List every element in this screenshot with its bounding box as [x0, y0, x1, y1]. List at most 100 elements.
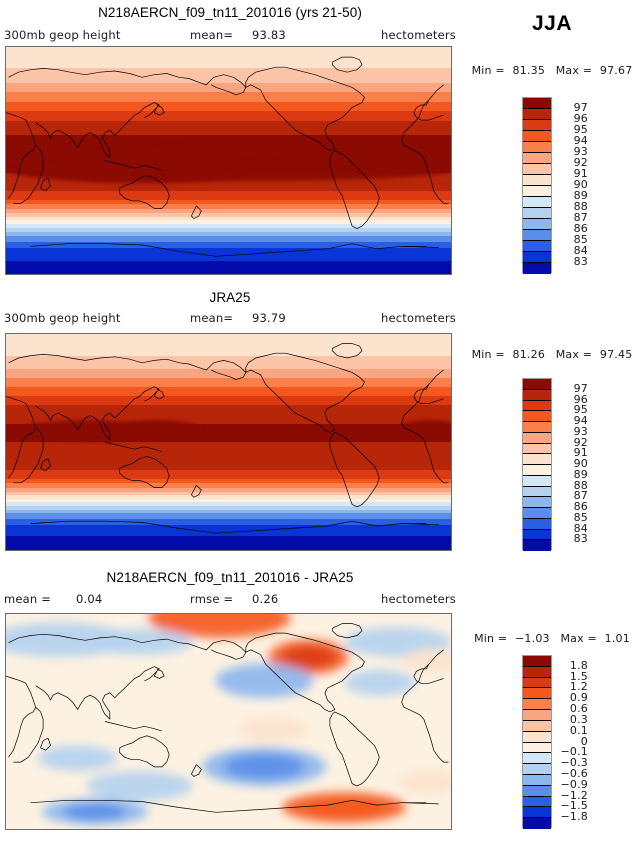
map-difference[interactable]	[5, 613, 452, 830]
contour-band	[6, 542, 451, 544]
contour-band	[6, 201, 451, 203]
contour-band	[6, 214, 451, 216]
panel-model-units: hectometers	[380, 28, 456, 42]
colorbar-swatch	[523, 666, 551, 678]
contour-band	[6, 256, 451, 258]
colorbar-swatch	[523, 785, 551, 797]
contour-band	[6, 402, 451, 404]
contour-band	[6, 194, 451, 196]
contour-band	[6, 261, 451, 263]
contour-band	[6, 513, 451, 515]
contour-band	[6, 270, 451, 272]
colorbar-obs[interactable]: 97 96 95 94 93 92 91 90 89 88 87 86 85 84 83	[522, 378, 612, 551]
colorbar-tick-label: −0.9	[560, 777, 588, 791]
colorbar-tick-label: 86	[573, 500, 588, 513]
colorbar-swatch	[523, 497, 551, 508]
panel-model-max-label: Max =	[555, 64, 593, 77]
contour-band	[6, 457, 451, 459]
contour-band	[6, 410, 451, 412]
contour-band	[6, 259, 451, 261]
contour-band	[6, 345, 451, 347]
contour-band	[6, 388, 451, 390]
contour-band	[6, 250, 451, 252]
contour-band	[6, 502, 451, 504]
panel-difference-min-label: Min =	[474, 632, 508, 645]
contour-band	[6, 504, 451, 506]
contour-band	[6, 267, 451, 269]
colorbar-swatch	[523, 518, 551, 530]
contour-band	[6, 218, 451, 220]
contour-band	[6, 124, 451, 126]
contour-band	[6, 196, 451, 198]
contour-band	[6, 228, 451, 230]
contour-band	[6, 89, 451, 91]
contour-band	[6, 47, 451, 49]
contour-band	[6, 394, 451, 396]
colorbar-tick-label: 85	[573, 510, 588, 524]
panel-model-field: 300mb geop height	[4, 28, 121, 42]
map-model[interactable]	[5, 46, 452, 275]
contour-band	[6, 473, 451, 475]
colorbar-tick-label: −0.1	[560, 745, 588, 759]
contour-band	[6, 221, 451, 223]
colorbar-swatch	[523, 175, 551, 186]
contour-band	[6, 549, 451, 550]
contour-band	[6, 69, 451, 71]
contour-band	[6, 393, 451, 395]
contour-band	[6, 377, 451, 379]
colorbar-difference[interactable]: 1.8 1.5 1.2 0.9 0.6 0.3 0.1 0 −0.1 −0.3 −0.6 −0.9 −1…	[522, 655, 612, 829]
contour-band	[6, 211, 451, 213]
colorbar-swatch	[523, 153, 551, 164]
colorbar-tick-label: 0.3	[569, 712, 588, 726]
contour-band	[6, 418, 451, 420]
colorbar-swatch	[523, 422, 551, 433]
colorbar-tick-label: 83	[573, 532, 588, 546]
contour-band	[6, 384, 451, 386]
contour-band	[6, 462, 451, 464]
contour-band	[6, 465, 451, 467]
contour-band	[6, 105, 451, 107]
panel-difference-min-value: −1.03	[515, 632, 550, 645]
contour-band	[6, 365, 451, 367]
contour-band	[6, 65, 451, 67]
colorbar-tick-label: 91	[573, 446, 588, 460]
map-obs[interactable]	[5, 333, 452, 551]
contour-band	[6, 132, 451, 134]
contour-band	[6, 371, 451, 373]
contour-band	[6, 427, 451, 429]
contour-band	[6, 230, 451, 232]
contour-band	[6, 108, 451, 110]
panel-obs-subheader: 300mb geop height mean= 93.79 hectometer…	[4, 311, 456, 327]
contour-band	[6, 234, 451, 236]
contour-band	[6, 120, 451, 122]
contour-band	[6, 501, 451, 503]
contour-band	[6, 142, 451, 144]
contour-band	[6, 90, 451, 92]
contour-band	[6, 185, 451, 187]
colorbar-tick-label: −0.6	[560, 766, 588, 780]
contour-core	[112, 420, 202, 440]
contour-band	[6, 93, 451, 95]
contour-band	[6, 481, 451, 483]
contour-band	[6, 408, 451, 410]
contour-band	[6, 245, 451, 247]
panel-difference-units: hectometers	[380, 592, 456, 606]
contour-band	[6, 66, 451, 68]
colorbar-tick-label: 0.9	[569, 691, 588, 705]
contour-band	[6, 246, 451, 248]
colorbar-model-bar	[522, 97, 552, 274]
contour-band	[6, 370, 451, 372]
colorbar-model[interactable]: 97 96 95 94 93 92 91 90 89 88 87 86 85 84 83	[522, 97, 612, 274]
colorbar-swatch	[523, 688, 551, 700]
contour-band	[6, 135, 451, 137]
colorbar-tick-label: −1.2	[560, 788, 588, 802]
colorbar-tick-label: 92	[573, 156, 588, 169]
contour-band	[6, 258, 451, 260]
contour-band	[6, 338, 451, 340]
panel-difference-max-label: Max =	[560, 632, 597, 645]
contour-band	[6, 244, 451, 246]
colorbar-tick-label: 94	[573, 134, 588, 147]
contour-band	[6, 512, 451, 514]
contour-band	[6, 257, 451, 259]
contour-band	[6, 83, 451, 85]
